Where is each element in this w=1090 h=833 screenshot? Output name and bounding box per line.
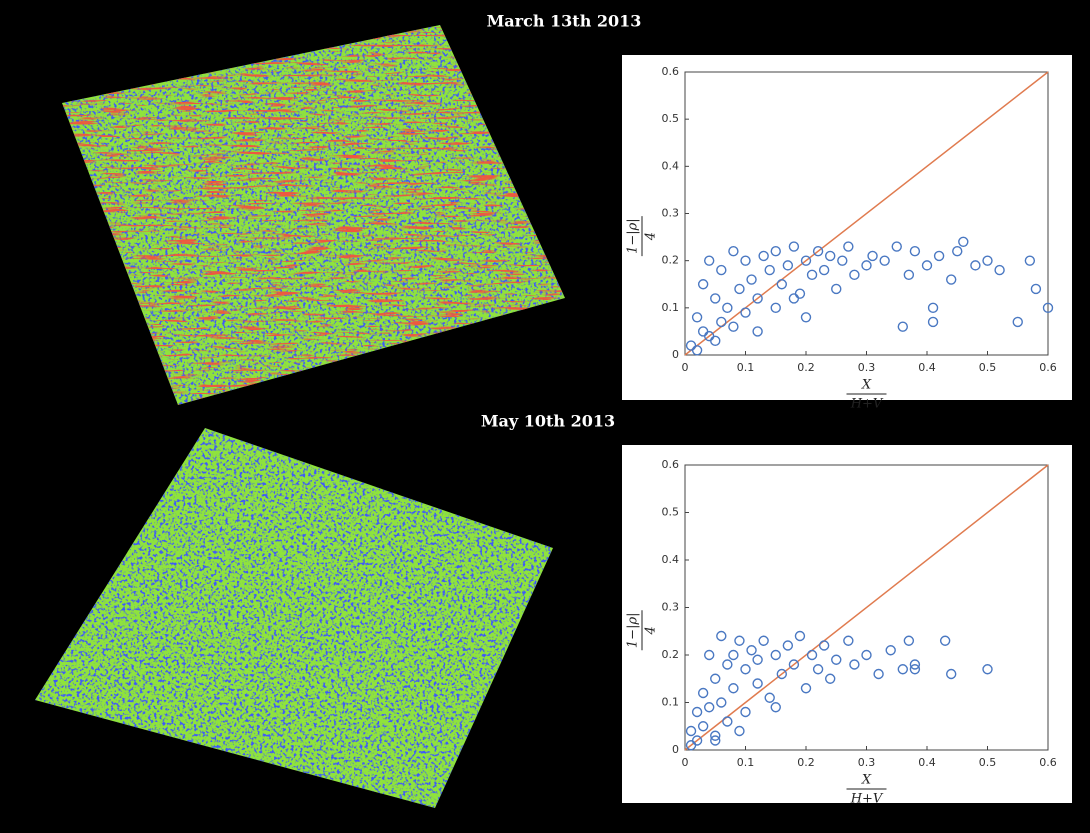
y-tick-label: 0.2 (662, 648, 680, 661)
x-tick-label: 0.5 (979, 361, 997, 374)
x-tick-label: 0.1 (737, 756, 755, 769)
y-tick-label: 0.6 (662, 65, 680, 78)
x-tick-label: 0.3 (858, 756, 876, 769)
y-label-denominator: 4 (644, 626, 659, 635)
x-tick-label: 0.6 (1039, 756, 1057, 769)
y-tick-label: 0.6 (662, 458, 680, 471)
x-tick-label: 0.5 (979, 756, 997, 769)
figure: March 13th 2013 0 0.1 0.2 0.3 0.4 0.5 0.6 0 0.1 0.… (0, 0, 1090, 829)
x-tick-label: 0 (682, 361, 689, 374)
y-label-denominator: 4 (644, 232, 659, 241)
x-tick-label: 0.4 (918, 361, 936, 374)
y-tick-label: 0 (672, 743, 679, 756)
y-tick-label: 0 (672, 348, 679, 361)
x-tick-label: 0.6 (1039, 361, 1057, 374)
y-tick-label: 0.2 (662, 254, 680, 267)
x-label-numerator: X (861, 378, 872, 393)
x-label-denominator: H+V (850, 792, 884, 807)
x-label-numerator: X (861, 773, 872, 788)
y-tick-label: 0.3 (662, 207, 680, 220)
x-tick-label: 0.4 (918, 756, 936, 769)
chart-title: May 10th 2013 (481, 412, 615, 431)
x-tick-label: 0.1 (737, 361, 755, 374)
y-tick-label: 0.1 (662, 301, 680, 314)
x-tick-label: 0.2 (797, 756, 815, 769)
y-tick-label: 0.4 (662, 159, 680, 172)
y-label-numerator: 1−|ρ| (626, 613, 641, 649)
x-tick-label: 0.3 (858, 361, 876, 374)
y-tick-label: 0.5 (662, 112, 680, 125)
x-tick-label: 0.2 (797, 361, 815, 374)
y-tick-label: 0.3 (662, 601, 680, 614)
chart-title: March 13th 2013 (487, 12, 642, 31)
x-label-denominator: H+V (850, 397, 884, 412)
y-tick-label: 0.5 (662, 506, 680, 519)
x-tick-label: 0 (682, 756, 689, 769)
y-tick-label: 0.1 (662, 696, 680, 709)
page: {"chart_data": [ {"type": "scatter", "ti… (0, 0, 1090, 829)
y-tick-label: 0.4 (662, 553, 680, 566)
y-label-numerator: 1−|ρ| (626, 218, 641, 254)
